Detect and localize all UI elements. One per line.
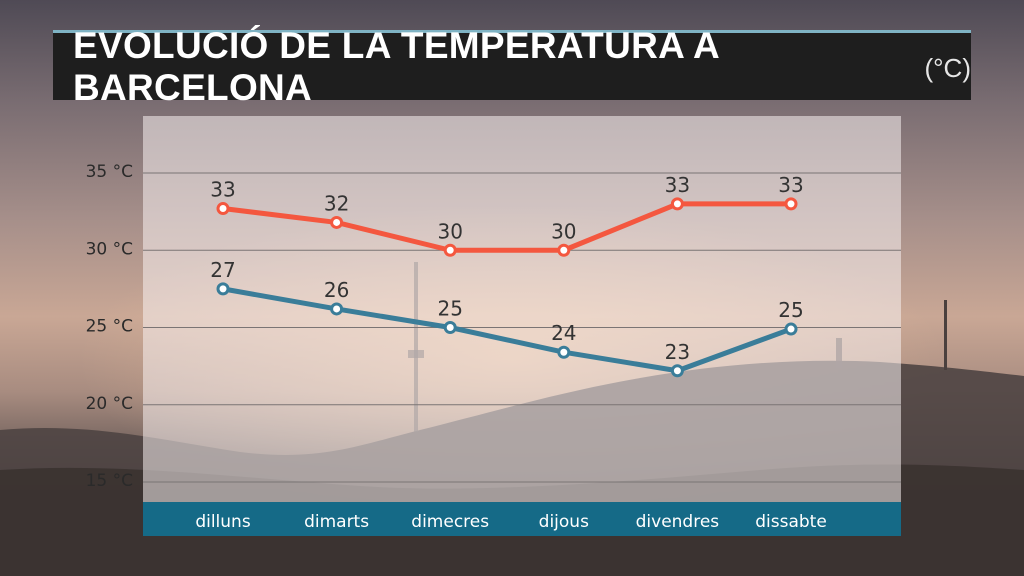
- x-axis-ticks: dilluns dimarts dimecres dijous divendres dis…: [195, 512, 826, 532]
- data-point: [670, 364, 684, 378]
- data-label: 27: [210, 258, 235, 282]
- x-axis-band: [143, 502, 901, 536]
- data-point: [330, 302, 344, 316]
- y-tick-label: 15 °C: [86, 471, 133, 491]
- chart-title: EVOLUCIÓ DE LA TEMPERATURA A BARCELONA: [73, 24, 719, 108]
- data-label: 25: [778, 298, 803, 322]
- data-label: 24: [551, 321, 576, 345]
- data-label: 30: [437, 219, 462, 243]
- data-point: [216, 202, 230, 216]
- data-point: [784, 322, 798, 336]
- data-point: [557, 345, 571, 359]
- x-tick-label: dilluns: [195, 512, 251, 532]
- series-layer: 33 32 30 30 33 33 27 26 25 24 23 25: [210, 173, 804, 378]
- x-tick-label: dimarts: [304, 512, 369, 532]
- data-point: [670, 197, 684, 211]
- data-label: 30: [551, 219, 576, 243]
- data-point: [557, 243, 571, 257]
- y-tick-label: 30 °C: [86, 239, 133, 259]
- x-tick-label: dimecres: [411, 512, 489, 532]
- title-bar: EVOLUCIÓ DE LA TEMPERATURA A BARCELONA (…: [53, 25, 972, 108]
- data-point: [443, 321, 457, 334]
- data-point: [216, 282, 230, 296]
- y-tick-label: 35 °C: [86, 162, 133, 182]
- y-tick-label: 20 °C: [86, 394, 133, 414]
- data-point: [330, 215, 344, 229]
- data-label: 33: [210, 178, 235, 202]
- x-tick-label: divendres: [636, 512, 720, 532]
- data-label: 26: [324, 278, 349, 302]
- data-label: 33: [665, 173, 690, 197]
- data-label: 32: [324, 191, 349, 215]
- chart-unit: (°C): [924, 53, 972, 83]
- data-label: 23: [665, 340, 690, 364]
- plot-area: [143, 116, 901, 502]
- y-tick-label: 25 °C: [86, 317, 133, 337]
- data-label: 25: [437, 297, 462, 321]
- series-line: [220, 286, 794, 374]
- data-label: 33: [778, 173, 803, 197]
- y-axis-ticks: 35 °C 30 °C 25 °C 20 °C 15 °C: [86, 162, 133, 491]
- x-tick-label: dissabte: [755, 512, 827, 532]
- data-point: [443, 243, 457, 257]
- data-point: [784, 197, 798, 211]
- series-line: [220, 201, 794, 253]
- x-tick-label: dijous: [539, 512, 589, 532]
